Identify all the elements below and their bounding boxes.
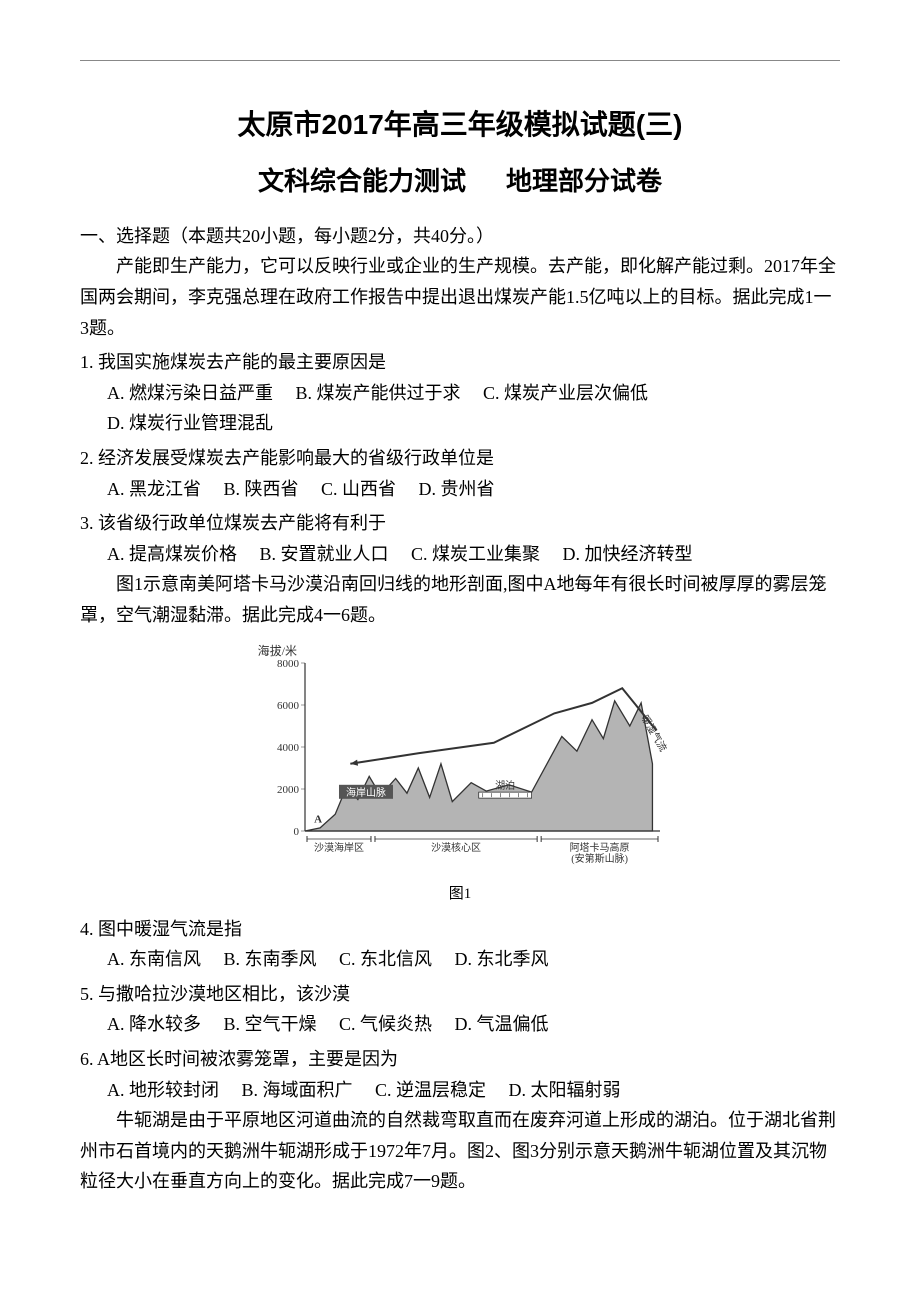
q6-stem: 6. A地区长时间被浓雾笼罩，主要是因为 (80, 1044, 840, 1075)
svg-text:4000: 4000 (277, 742, 300, 754)
q3-opt-a[interactable]: A. 提高煤炭价格 (107, 544, 237, 564)
svg-text:2000: 2000 (277, 784, 300, 796)
q5-opt-c[interactable]: C. 气候炎热 (339, 1014, 432, 1034)
q4-opt-d[interactable]: D. 东北季风 (455, 949, 549, 969)
svg-text:海拔/米: 海拔/米 (258, 643, 297, 658)
svg-text:海岸山脉: 海岸山脉 (346, 785, 386, 798)
q6-opt-b[interactable]: B. 海域面积广 (242, 1080, 353, 1100)
question-4: 4. 图中暖湿气流是指 A. 东南信风 B. 东南季风 C. 东北信风 D. 东… (80, 914, 840, 975)
passage-3: 牛轭湖是由于平原地区河道曲流的自然裁弯取直而在废弃河道上形成的湖泊。位于湖北省荆… (80, 1105, 840, 1197)
svg-text:(安第斯山脉): (安第斯山脉) (571, 852, 628, 865)
figure-1-caption: 图1 (80, 882, 840, 908)
svg-text:A: A (314, 813, 322, 825)
exam-title-part: 地理部分试卷 (506, 166, 662, 196)
q2-opt-b[interactable]: B. 陕西省 (224, 479, 299, 499)
svg-text:0: 0 (294, 826, 300, 838)
q1-stem: 1. 我国实施煤炭去产能的最主要原因是 (80, 347, 840, 378)
q4-opt-c[interactable]: C. 东北信风 (339, 949, 432, 969)
q5-stem: 5. 与撒哈拉沙漠地区相比，该沙漠 (80, 979, 840, 1010)
q3-stem: 3. 该省级行政单位煤炭去产能将有利于 (80, 508, 840, 539)
question-3: 3. 该省级行政单位煤炭去产能将有利于 A. 提高煤炭价格 B. 安置就业人口 … (80, 508, 840, 569)
exam-title-line1: 太原市2017年高三年级模拟试题(三) (80, 101, 840, 149)
q2-opt-c[interactable]: C. 山西省 (321, 479, 396, 499)
q5-opt-d[interactable]: D. 气温偏低 (455, 1014, 549, 1034)
q2-stem: 2. 经济发展受煤炭去产能影响最大的省级行政单位是 (80, 443, 840, 474)
q4-opt-a[interactable]: A. 东南信风 (107, 949, 201, 969)
q6-opt-d[interactable]: D. 太阳辐射弱 (509, 1080, 621, 1100)
q5-options: A. 降水较多 B. 空气干燥 C. 气候炎热 D. 气温偏低 (80, 1009, 840, 1040)
q4-options: A. 东南信风 B. 东南季风 C. 东北信风 D. 东北季风 (80, 944, 840, 975)
passage-1: 产能即生产能力，它可以反映行业或企业的生产规模。去产能，即化解产能过剩。2017… (80, 251, 840, 343)
q1-options: A. 燃煤污染日益严重 B. 煤炭产能供过于求 C. 煤炭产业层次偏低 D. 煤… (80, 378, 840, 439)
svg-text:6000: 6000 (277, 700, 300, 712)
question-1: 1. 我国实施煤炭去产能的最主要原因是 A. 燃煤污染日益严重 B. 煤炭产能供… (80, 347, 840, 439)
q4-stem: 4. 图中暖湿气流是指 (80, 914, 840, 945)
exam-title-line2: 文科综合能力测试 地理部分试卷 (80, 159, 840, 203)
svg-text:沙漠核心区: 沙漠核心区 (431, 841, 481, 854)
question-5: 5. 与撒哈拉沙漠地区相比，该沙漠 A. 降水较多 B. 空气干燥 C. 气候炎… (80, 979, 840, 1040)
q6-opt-c[interactable]: C. 逆温层稳定 (375, 1080, 486, 1100)
q2-opt-a[interactable]: A. 黑龙江省 (107, 479, 201, 499)
top-rule (80, 60, 840, 61)
exam-title-subject: 文科综合能力测试 (258, 166, 466, 196)
figure-1: 海拔/米02000400060008000湖泊海岸山脉A暖湿气流沙漠海岸区沙漠核… (80, 641, 840, 908)
q6-options: A. 地形较封闭 B. 海域面积广 C. 逆温层稳定 D. 太阳辐射弱 (80, 1075, 840, 1106)
svg-text:阿塔卡马高原: 阿塔卡马高原 (570, 841, 630, 854)
svg-text:湖泊: 湖泊 (495, 780, 515, 792)
q2-opt-d[interactable]: D. 贵州省 (419, 479, 495, 499)
q5-opt-a[interactable]: A. 降水较多 (107, 1014, 201, 1034)
q1-opt-d[interactable]: D. 煤炭行业管理混乱 (107, 413, 273, 433)
q1-opt-c[interactable]: C. 煤炭产业层次偏低 (483, 383, 648, 403)
q1-opt-b[interactable]: B. 煤炭产能供过于求 (296, 383, 461, 403)
svg-text:沙漠海岸区: 沙漠海岸区 (314, 841, 364, 854)
q3-opt-c[interactable]: C. 煤炭工业集聚 (411, 544, 540, 564)
section-heading: 一、选择题（本题共20小题，每小题2分，共40分。） (80, 221, 840, 252)
q3-options: A. 提高煤炭价格 B. 安置就业人口 C. 煤炭工业集聚 D. 加快经济转型 (80, 539, 840, 570)
q2-options: A. 黑龙江省 B. 陕西省 C. 山西省 D. 贵州省 (80, 474, 840, 505)
q3-opt-d[interactable]: D. 加快经济转型 (563, 544, 693, 564)
passage-2: 图1示意南美阿塔卡马沙漠沿南回归线的地形剖面,图中A地每年有很长时间被厚厚的雾层… (80, 569, 840, 630)
q4-opt-b[interactable]: B. 东南季风 (224, 949, 317, 969)
terrain-profile-chart: 海拔/米02000400060008000湖泊海岸山脉A暖湿气流沙漠海岸区沙漠核… (250, 641, 670, 871)
q5-opt-b[interactable]: B. 空气干燥 (224, 1014, 317, 1034)
q3-opt-b[interactable]: B. 安置就业人口 (260, 544, 389, 564)
q1-opt-a[interactable]: A. 燃煤污染日益严重 (107, 383, 273, 403)
q6-opt-a[interactable]: A. 地形较封闭 (107, 1080, 219, 1100)
question-2: 2. 经济发展受煤炭去产能影响最大的省级行政单位是 A. 黑龙江省 B. 陕西省… (80, 443, 840, 504)
question-6: 6. A地区长时间被浓雾笼罩，主要是因为 A. 地形较封闭 B. 海域面积广 C… (80, 1044, 840, 1105)
svg-text:8000: 8000 (277, 658, 300, 670)
